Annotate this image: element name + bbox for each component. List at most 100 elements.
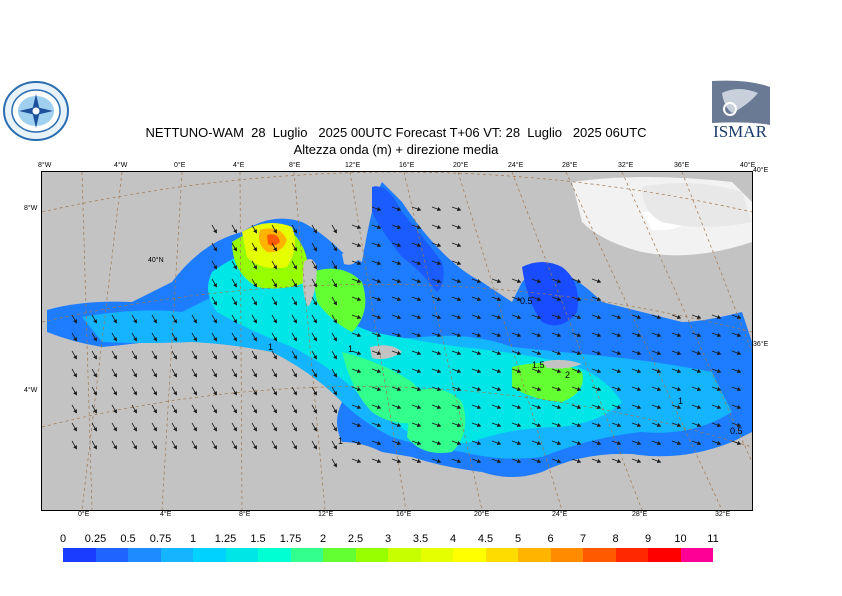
direction-arrow-head	[656, 369, 662, 374]
colorbar-swatch	[615, 548, 648, 562]
direction-arrow-head	[416, 459, 422, 464]
direction-arrow-head	[476, 333, 482, 338]
direction-arrow-head	[113, 409, 117, 414]
direction-arrow-head	[676, 369, 682, 374]
direction-arrow-head	[113, 445, 117, 450]
direction-arrow-head	[456, 225, 462, 230]
direction-arrow-head	[516, 369, 522, 374]
direction-arrow-head	[213, 373, 217, 378]
direction-arrow-head	[233, 373, 237, 378]
direction-arrow-head	[736, 423, 742, 428]
direction-arrow-head	[356, 423, 362, 428]
direction-arrow-head	[193, 319, 197, 324]
direction-arrow-head	[233, 337, 237, 342]
top-lon-tick: 36°E	[674, 162, 690, 169]
direction-arrow-head	[476, 441, 482, 446]
direction-arrow-head	[456, 459, 462, 464]
direction-arrow-head	[173, 427, 177, 432]
direction-arrow-head	[736, 405, 742, 410]
colorbar-swatch	[648, 548, 681, 562]
direction-arrow-head	[356, 333, 362, 338]
direction-arrow-head	[293, 427, 297, 432]
direction-arrow-head	[93, 337, 97, 342]
colorbar-swatch	[420, 548, 453, 562]
direction-arrow-head	[376, 423, 382, 428]
bottom-lon-tick: 28°E	[632, 511, 648, 518]
direction-arrow-head	[416, 441, 422, 446]
direction-arrow-head	[376, 297, 382, 302]
direction-arrow-head	[596, 315, 602, 320]
ismar-logo-text: ISMAR	[713, 122, 768, 141]
direction-arrow-head	[93, 445, 97, 450]
direction-arrow-head	[233, 247, 237, 252]
direction-arrow-head	[356, 405, 362, 410]
direction-arrow-head	[356, 441, 362, 446]
direction-arrow-head	[416, 225, 422, 230]
colorbar-label: 5	[514, 533, 522, 545]
direction-arrow-head	[273, 355, 277, 360]
direction-arrow-head	[213, 283, 217, 288]
direction-arrow-head	[436, 207, 442, 212]
direction-arrow-head	[193, 391, 197, 396]
direction-arrow-head	[293, 337, 297, 342]
direction-arrow-head	[576, 459, 582, 464]
direction-arrow-head	[153, 337, 157, 342]
direction-arrow-head	[616, 387, 622, 392]
direction-arrow-head	[193, 373, 197, 378]
direction-arrow-head	[456, 207, 462, 212]
colorbar-swatch	[290, 548, 323, 562]
direction-arrow-head	[476, 351, 482, 356]
direction-arrow-head	[333, 463, 337, 468]
direction-arrow-head	[496, 333, 502, 338]
direction-arrow-head	[233, 445, 237, 450]
direction-arrow-head	[93, 373, 97, 378]
direction-arrow-head	[333, 427, 337, 432]
direction-arrow-head	[376, 459, 382, 464]
direction-arrow-head	[93, 409, 97, 414]
contour-label: 1	[678, 396, 683, 406]
direction-arrow-head	[173, 319, 177, 324]
direction-arrow-head	[293, 247, 297, 252]
wave-height-map: 0.5 1 1.5 2 1 1 0.5 1 40°N	[41, 171, 753, 511]
direction-arrow-head	[636, 351, 642, 356]
direction-arrow-head	[676, 351, 682, 356]
direction-arrow-head	[416, 243, 422, 248]
direction-arrow-head	[416, 387, 422, 392]
direction-arrow-head	[233, 265, 237, 270]
colorbar-swatch	[680, 548, 713, 562]
direction-arrow-head	[376, 315, 382, 320]
direction-arrow-head	[273, 247, 277, 252]
direction-arrow-head	[396, 297, 402, 302]
direction-arrow-head	[293, 355, 297, 360]
direction-arrow-head	[333, 337, 337, 342]
colorbar-swatch	[323, 548, 356, 562]
direction-arrow-head	[596, 369, 602, 374]
direction-arrow-head	[93, 427, 97, 432]
left-lat-tick: 4°W	[24, 387, 38, 394]
direction-arrow-head	[233, 229, 237, 234]
ismar-logo: ISMAR	[708, 79, 772, 143]
colorbar-swatch	[128, 548, 161, 562]
direction-arrow-head	[193, 409, 197, 414]
contour-label: 0.5	[730, 426, 743, 436]
direction-arrow-head	[253, 427, 257, 432]
direction-arrow-head	[456, 369, 462, 374]
direction-arrow-head	[133, 373, 137, 378]
direction-arrow-head	[273, 319, 277, 324]
colorbar-swatch	[63, 548, 96, 562]
contour-label: 2	[565, 370, 570, 380]
direction-arrow-head	[293, 301, 297, 306]
direction-arrow-head	[356, 279, 362, 284]
direction-arrow-head	[556, 441, 562, 446]
direction-arrow-head	[596, 459, 602, 464]
right-lat-tick: 36°E	[753, 341, 769, 348]
direction-arrow-head	[596, 297, 602, 302]
direction-arrow-head	[516, 405, 522, 410]
direction-arrow-head	[313, 301, 317, 306]
top-lon-tick: 40°E	[740, 162, 756, 169]
direction-arrow-head	[396, 441, 402, 446]
direction-arrow-head	[716, 369, 722, 374]
colorbar-label: 4.5	[477, 533, 494, 545]
direction-arrow-head	[676, 423, 682, 428]
colorbar-swatch	[95, 548, 128, 562]
